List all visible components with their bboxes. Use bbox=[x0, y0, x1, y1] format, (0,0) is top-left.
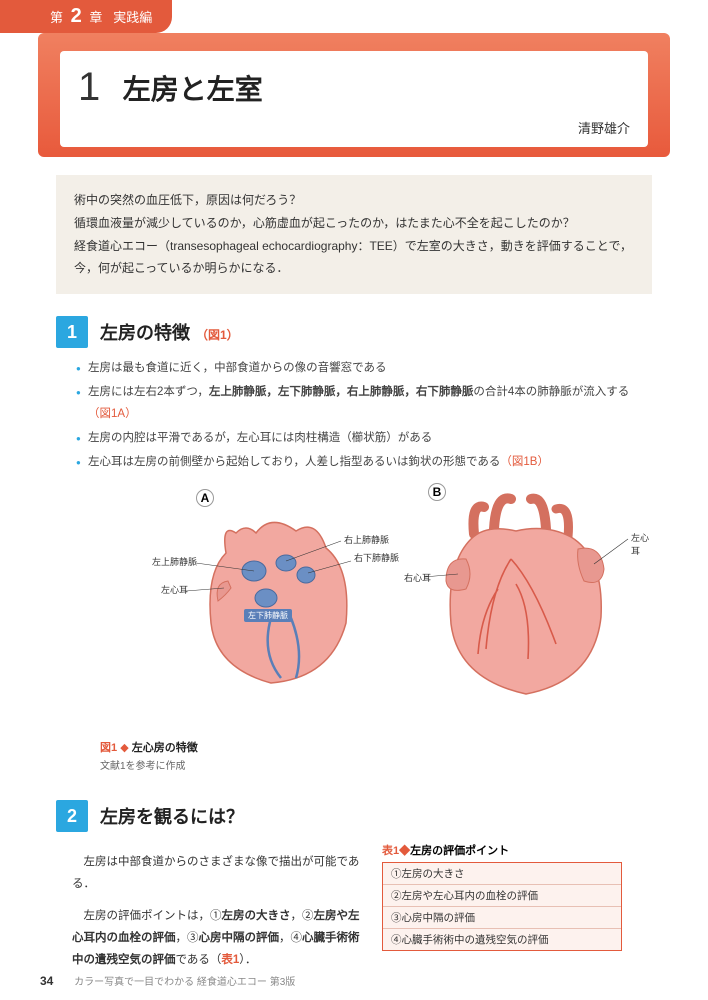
section-number: 1 bbox=[78, 65, 100, 110]
intro-line-2: 循環血液量が減少しているのか，心筋虚血が起こったのか，はたまた心不全を起こしたの… bbox=[74, 212, 634, 235]
bullet-4: 左心耳は左房の前側壁から起始しており，人差し指型あるいは鉤状の形態である（図1B… bbox=[76, 452, 648, 474]
label-rspv: 右上肺静脈 bbox=[344, 533, 389, 546]
heart-diagram-b bbox=[416, 489, 636, 709]
section-2-p1: 左房は中部食道からのさまざまな像で描出が可能である． bbox=[72, 852, 362, 896]
section-1-number: 1 bbox=[56, 316, 88, 348]
label-laa-left: 左心耳 bbox=[161, 583, 188, 596]
author-name: 清野雄介 bbox=[78, 118, 630, 137]
table-1-rows: ①左房の大きさ ②左房や左心耳内の血栓の評価 ③心房中隔の評価 ④心臓手術術中の… bbox=[382, 862, 622, 951]
book-title: カラー写真で一目でわかる 経食道心エコー 第3版 bbox=[74, 977, 295, 988]
table-row: ③心房中隔の評価 bbox=[383, 907, 621, 929]
label-raa: 右心耳 bbox=[404, 571, 431, 584]
section-2-title: 左房を観るには？ bbox=[100, 803, 244, 829]
title-block: 1 左房と左室 清野雄介 bbox=[38, 33, 670, 157]
table-row: ①左房の大きさ bbox=[383, 863, 621, 885]
section-2-p2: 左房の評価ポイントは，①左房の大きさ，②左房や左心耳内の血栓の評価，③心房中隔の… bbox=[72, 906, 362, 972]
chapter-tab: 第 2 章 実践編 bbox=[0, 0, 172, 33]
label-lspv: 左上肺静脈 bbox=[152, 555, 197, 568]
section-2-number: 2 bbox=[56, 800, 88, 832]
label-livein: 左下肺静脈 bbox=[244, 609, 292, 622]
bullet-1: 左房は最も食道に近く，中部食道からの像の音響窓である bbox=[76, 358, 648, 380]
chapter-suffix: 章 bbox=[89, 10, 102, 25]
figure-1-caption: 図1 ◆ 左心房の特徴 bbox=[100, 739, 708, 755]
table-1: 表1◆左房の評価ポイント ①左房の大きさ ②左房や左心耳内の血栓の評価 ③心房中… bbox=[382, 842, 622, 971]
section-1-title: 左房の特徴（図1） bbox=[100, 319, 239, 345]
figure-1: A 左上肺静脈 左心耳 右上肺静脈 右下肺静脈 左下肺静脈 B bbox=[56, 483, 652, 733]
page-number: 34 bbox=[40, 974, 53, 988]
section-title: 左房と左室 bbox=[123, 68, 263, 108]
table-1-title: 表1◆左房の評価ポイント bbox=[382, 842, 622, 858]
intro-line-1: 術中の突然の血圧低下，原因は何だろう？ bbox=[74, 189, 634, 212]
table-row: ④心臓手術術中の遺残空気の評価 bbox=[383, 929, 621, 950]
section-1-bullets: 左房は最も食道に近く，中部食道からの像の音響窓である 左房には左右2本ずつ，左上… bbox=[76, 358, 648, 473]
bullet-2: 左房には左右2本ずつ，左上肺静脈，左下肺静脈，右上肺静脈，右下肺静脈の合計4本の… bbox=[76, 382, 648, 426]
intro-box: 術中の突然の血圧低下，原因は何だろう？ 循環血液量が減少しているのか，心筋虚血が… bbox=[56, 175, 652, 294]
table-row: ②左房や左心耳内の血栓の評価 bbox=[383, 885, 621, 907]
chapter-number: 2 bbox=[71, 5, 82, 27]
section-2-body: 左房は中部食道からのさまざまな像で描出が可能である． 左房の評価ポイントは，①左… bbox=[0, 842, 652, 971]
label-ripv: 右下肺静脈 bbox=[354, 551, 399, 564]
intro-line-3: 経食道心エコー（transesophageal echocardiography… bbox=[74, 235, 634, 281]
bullet-3: 左房の内腔は平滑であるが，左心耳には肉柱構造（櫛状筋）がある bbox=[76, 428, 648, 450]
label-laa-right: 左心耳 bbox=[631, 531, 652, 557]
chapter-label: 実践編 bbox=[113, 10, 152, 25]
figure-1-subcaption: 文献1を参考に作成 bbox=[100, 757, 708, 772]
page-footer: 34 カラー写真で一目でわかる 経食道心エコー 第3版 bbox=[40, 973, 295, 988]
chapter-prefix: 第 bbox=[50, 10, 63, 25]
section-1-ref: （図1） bbox=[196, 328, 239, 342]
section-1-header: 1 左房の特徴（図1） bbox=[56, 316, 708, 348]
section-2-header: 2 左房を観るには？ bbox=[56, 800, 708, 832]
